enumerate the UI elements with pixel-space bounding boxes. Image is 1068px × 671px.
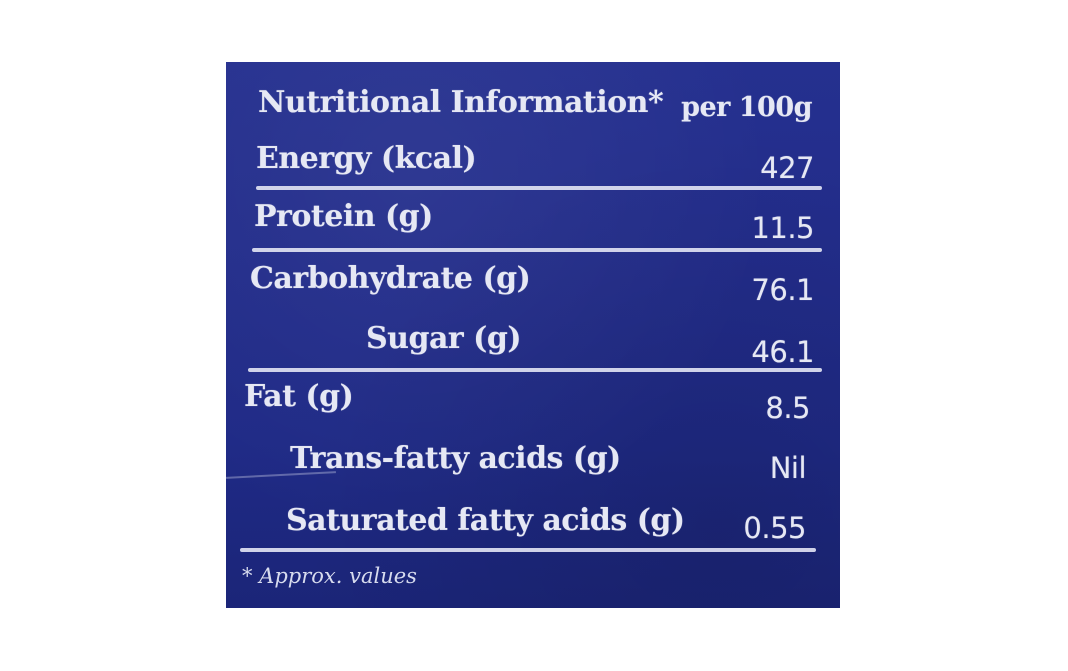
row-saturated-fat-name: Saturated fatty acids (g)	[286, 503, 685, 538]
nutrition-label-photo: Nutritional Information* per 100g Energy…	[226, 62, 840, 608]
row-trans-fat-name: Trans-fatty acids (g)	[290, 441, 621, 476]
nutrition-title: Nutritional Information*	[258, 85, 664, 120]
footnote: * Approx. values	[242, 564, 417, 588]
row-sugar-name: Sugar (g)	[366, 321, 522, 356]
row-saturated-fat-value: 0.55	[743, 511, 806, 545]
row-carbohydrate-name: Carbohydrate (g)	[250, 261, 531, 296]
row-trans-fat-value: Nil	[769, 451, 807, 485]
per-100g-header: per 100g	[681, 92, 812, 123]
row-carbohydrate-value: 76.1	[751, 273, 814, 307]
row-energy-value: 427	[760, 151, 814, 185]
row-protein-value: 11.5	[751, 211, 814, 245]
row-divider	[248, 368, 822, 372]
row-divider	[240, 548, 816, 552]
row-fat-value: 8.5	[765, 391, 810, 425]
row-divider	[256, 186, 822, 190]
row-sugar-value: 46.1	[751, 335, 814, 369]
row-divider	[252, 248, 822, 252]
row-energy-name: Energy (kcal)	[256, 141, 477, 176]
row-fat-name: Fat (g)	[244, 379, 354, 414]
row-protein-name: Protein (g)	[254, 199, 433, 234]
